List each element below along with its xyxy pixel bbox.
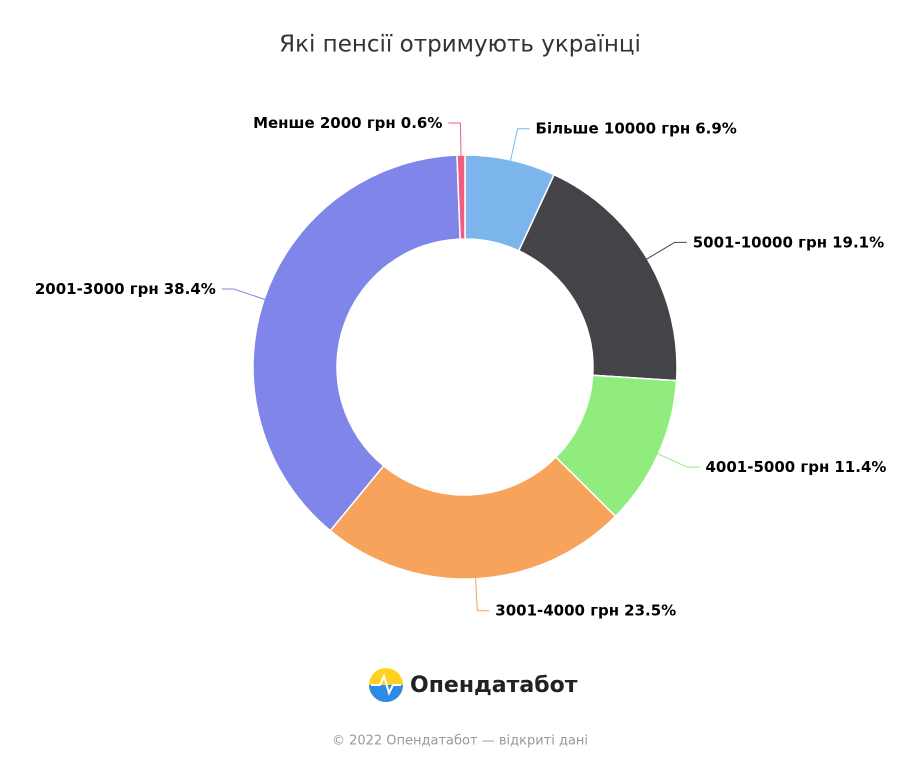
- label-category: Більше 10000 грн: [536, 119, 691, 137]
- label-value: 38.4%: [164, 279, 216, 297]
- slice: [252, 154, 461, 532]
- label-category: Менше 2000 грн: [253, 114, 396, 132]
- slice: [456, 154, 466, 240]
- connector: [448, 122, 462, 162]
- data-label: Менше 2000 грн 0.6%: [253, 114, 442, 132]
- label-value: 0.6%: [401, 114, 443, 132]
- data-label: Більше 10000 грн 6.9%: [536, 119, 737, 137]
- logo-text: Опендатабот: [410, 673, 578, 698]
- footer: © 2022 Опендатабот — відкриті дані: [332, 734, 588, 749]
- connector: [652, 451, 700, 468]
- label-category: 5001-10000 грн: [693, 233, 827, 251]
- label-value: 19.1%: [832, 233, 884, 251]
- label-value: 6.9%: [695, 119, 737, 137]
- label-category: 2001-3000 грн: [35, 279, 159, 297]
- label-category: 4001-5000 грн: [705, 458, 829, 476]
- logo: Опендатабот: [369, 668, 578, 702]
- logo-icon-lower: [369, 685, 403, 702]
- logo-pulse: [371, 673, 401, 696]
- slice: [517, 173, 678, 382]
- chart-title: Які пенсії отримують українці: [279, 32, 641, 58]
- data-label: 4001-5000 грн 11.4%: [705, 458, 886, 476]
- connector: [641, 241, 687, 263]
- data-label: 5001-10000 грн 19.1%: [693, 233, 884, 251]
- connector: [508, 128, 530, 166]
- data-label: 3001-4000 грн 23.5%: [495, 601, 676, 619]
- slice: [329, 456, 617, 580]
- label-value: 23.5%: [624, 601, 676, 619]
- label-value: 11.4%: [834, 458, 886, 476]
- data-label: 2001-3000 грн 38.4%: [35, 279, 216, 297]
- connector: [474, 572, 490, 612]
- label-category: 3001-4000 грн: [495, 601, 619, 619]
- connector: [221, 288, 270, 302]
